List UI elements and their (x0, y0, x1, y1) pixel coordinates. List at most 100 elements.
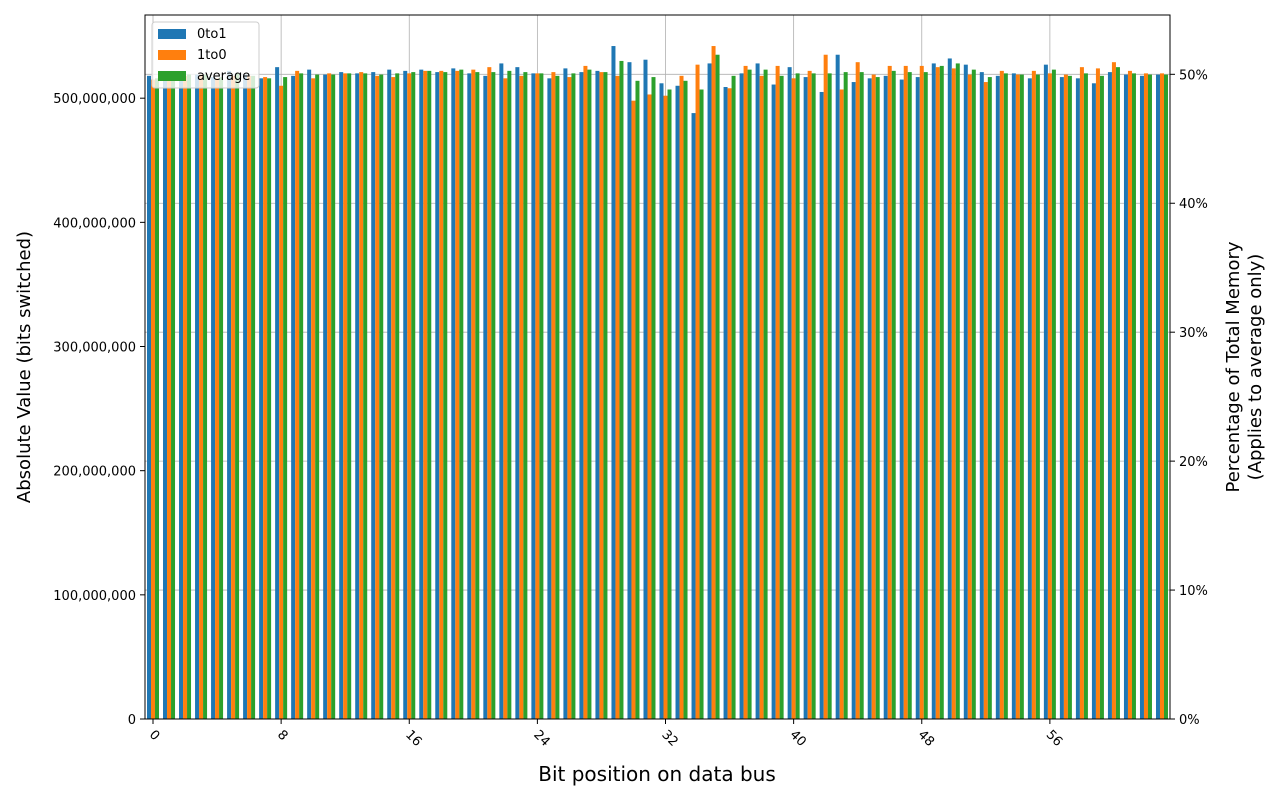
bar-0to1 (355, 73, 360, 720)
bar-average (187, 74, 192, 720)
bar-average (987, 77, 992, 719)
bar-1to0 (551, 72, 556, 720)
bar-average (203, 74, 208, 720)
y-tick-label: 200,000,000 (53, 465, 136, 480)
bar-0to1 (707, 63, 712, 720)
bars (147, 46, 1168, 720)
bar-1to0 (279, 85, 284, 719)
bar-1to0 (647, 94, 652, 719)
bar-1to0 (391, 77, 396, 719)
bar-1to0 (503, 78, 508, 719)
bar-1to0 (407, 73, 412, 720)
bar-0to1 (883, 75, 888, 720)
x-tick-label: 24 (530, 727, 552, 749)
bar-average (795, 73, 800, 720)
bar-1to0 (567, 77, 572, 719)
x-tick-label: 8 (274, 727, 290, 743)
bar-0to1 (307, 69, 312, 719)
bar-average (539, 73, 544, 720)
bar-average (1147, 74, 1152, 720)
bar-1to0 (1143, 73, 1148, 720)
axes (140, 14, 1175, 724)
bar-average (155, 78, 160, 719)
bar-1to0 (1079, 67, 1084, 719)
legend: 0to1 1to0 average (151, 21, 260, 89)
x-tick-label: 32 (658, 727, 680, 749)
bar-0to1 (195, 74, 200, 720)
bar-1to0 (663, 95, 668, 719)
bar-0to1 (227, 70, 232, 720)
legend-swatch-average (158, 71, 186, 81)
bar-average (651, 77, 656, 719)
bar-1to0 (759, 75, 764, 720)
bar-0to1 (1139, 75, 1144, 720)
bar-average (267, 78, 272, 719)
bar-0to1 (371, 72, 376, 720)
bar-average (507, 70, 512, 720)
y-tick-label: 100,000,000 (53, 589, 136, 604)
bar-1to0 (199, 74, 204, 720)
bar-0to1 (947, 58, 952, 719)
bar-0to1 (499, 63, 504, 720)
bar-average (411, 72, 416, 720)
y2-tick-label: 10% (1179, 584, 1208, 599)
x-tick-label: 16 (402, 727, 424, 749)
y-tick-label: 0 (128, 713, 136, 728)
legend-label-average: average (197, 69, 250, 84)
y2-axis-label-line2: (Applies to average only) (1245, 254, 1266, 481)
bar-1to0 (871, 74, 876, 720)
bar-1to0 (679, 75, 684, 720)
bar-0to1 (243, 74, 248, 720)
bar-average (523, 72, 528, 720)
bar-1to0 (855, 62, 860, 720)
bar-0to1 (835, 54, 840, 720)
bar-average (779, 75, 784, 720)
legend-swatch-0to1 (158, 29, 186, 39)
y-tick-label: 300,000,000 (53, 341, 136, 356)
bar-1to0 (807, 70, 812, 720)
bar-average (827, 73, 832, 720)
bar-average (763, 69, 768, 719)
y2-tick-label: 40% (1179, 197, 1208, 212)
bar-1to0 (327, 73, 332, 720)
bar-average (491, 72, 496, 720)
bar-1to0 (983, 82, 988, 720)
bar-average (635, 80, 640, 719)
bar-average (1035, 74, 1040, 720)
y-tick-label: 500,000,000 (53, 92, 136, 107)
bar-average (843, 72, 848, 720)
bar-average (1083, 73, 1088, 720)
bar-average (395, 73, 400, 720)
bar-average (1051, 69, 1056, 719)
bar-0to1 (739, 73, 744, 720)
bar-0to1 (915, 77, 920, 719)
bar-1to0 (695, 64, 700, 719)
bar-average (475, 72, 480, 720)
bar-1to0 (1127, 70, 1132, 720)
bar-0to1 (323, 74, 328, 720)
bar-0to1 (771, 84, 776, 719)
bar-1to0 (535, 73, 540, 720)
bar-average (587, 69, 592, 719)
bar-average (1099, 75, 1104, 720)
bar-average (299, 73, 304, 720)
bar-1to0 (519, 75, 524, 720)
bar-average (443, 72, 448, 720)
x-tick-label: 0 (146, 727, 162, 743)
bar-1to0 (951, 68, 956, 719)
bar-average (699, 89, 704, 719)
bar-0to1 (275, 67, 280, 719)
x-tick-label: 40 (787, 727, 809, 749)
bar-1to0 (1047, 73, 1052, 720)
bar-average (1115, 67, 1120, 719)
bar-1to0 (823, 54, 828, 720)
x-axis-label: Bit position on data bus (538, 762, 776, 786)
bar-0to1 (611, 46, 616, 720)
bar-0to1 (163, 78, 168, 719)
bar-average (283, 77, 288, 719)
bar-average (875, 77, 880, 719)
bar-average (1019, 74, 1024, 720)
bar-0to1 (691, 113, 696, 720)
bar-0to1 (515, 67, 520, 719)
legend-swatch-1to0 (158, 50, 186, 60)
